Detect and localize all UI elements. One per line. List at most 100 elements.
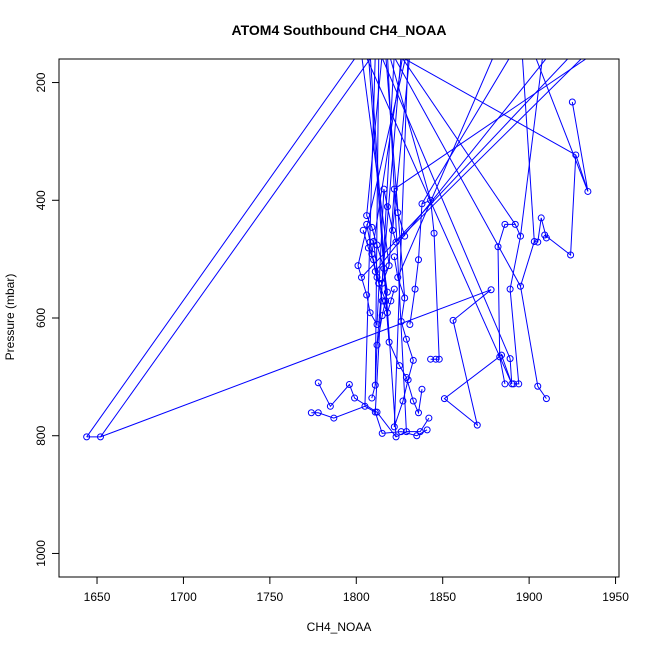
series-line-offscale	[394, 59, 587, 190]
data-point	[534, 382, 542, 390]
data-point	[506, 355, 514, 363]
data-point	[510, 380, 518, 388]
series-line-offscale	[385, 59, 406, 299]
data-point	[409, 397, 417, 405]
data-point	[390, 285, 398, 293]
data-point	[96, 433, 104, 441]
data-point	[314, 379, 322, 387]
series-line-offscale	[374, 59, 547, 272]
data-point	[409, 356, 417, 364]
y-tick-label: 1000	[34, 540, 48, 567]
data-point	[511, 220, 519, 228]
series-line-offscale	[382, 59, 511, 359]
data-point	[516, 282, 524, 290]
x-axis-label: CH4_NOAA	[307, 620, 372, 634]
data-point	[326, 402, 334, 410]
data-point	[418, 385, 426, 393]
x-tick-label: 1650	[84, 590, 111, 604]
data-point	[415, 409, 423, 417]
series-line-offscale	[393, 59, 409, 427]
data-series-group	[83, 59, 592, 441]
data-point	[399, 397, 407, 405]
data-point	[506, 285, 514, 293]
y-axis: 200 400 600 800 1000	[34, 72, 59, 567]
data-point	[406, 320, 414, 328]
series-line-offscale	[100, 59, 371, 438]
series-line-offscale	[395, 59, 582, 243]
series-line-offscale	[535, 59, 589, 192]
data-point	[430, 229, 438, 237]
data-point	[534, 238, 542, 246]
y-tick-label: 200	[34, 72, 48, 92]
y-tick-label: 600	[34, 308, 48, 328]
data-point	[425, 414, 433, 422]
data-point	[423, 426, 431, 434]
data-point	[383, 203, 391, 211]
series-line	[317, 382, 430, 438]
data-point	[394, 273, 402, 281]
series-line-offscale	[368, 59, 390, 343]
series-line-offscale	[364, 59, 376, 407]
data-point	[354, 262, 362, 270]
series-line-offscale	[397, 59, 493, 278]
data-point	[418, 200, 426, 208]
data-point	[567, 251, 575, 259]
series-line-offscale	[361, 59, 569, 278]
x-tick-label: 1750	[257, 590, 284, 604]
series-line-offscale	[519, 59, 543, 237]
data-point	[584, 187, 592, 195]
data-point	[415, 256, 423, 264]
series-line-offscale	[374, 59, 395, 413]
data-point	[496, 353, 504, 361]
series-line	[357, 189, 397, 327]
series-line-offscale	[390, 59, 432, 201]
data-point	[473, 421, 481, 429]
data-point	[541, 231, 549, 239]
data-point	[435, 355, 443, 363]
data-point	[411, 285, 419, 293]
data-point	[427, 355, 435, 363]
data-point	[314, 409, 322, 417]
series-line-offscale	[371, 59, 403, 254]
data-point	[397, 428, 405, 436]
data-point	[387, 297, 395, 305]
x-tick-label: 1800	[343, 590, 370, 604]
series-line-offscale	[421, 59, 510, 205]
series-line	[311, 405, 428, 437]
data-point	[537, 214, 545, 222]
series-line-offscale	[369, 59, 397, 437]
x-tick-label: 1850	[429, 590, 456, 604]
data-point	[383, 288, 391, 296]
data-point	[357, 273, 365, 281]
x-axis: 1650 1700 1750 1800 1850 1900 1950	[84, 577, 629, 604]
data-point	[501, 380, 509, 388]
data-point	[351, 394, 359, 402]
x-tick-label: 1950	[602, 590, 629, 604]
y-tick-label: 400	[34, 190, 48, 210]
x-tick-label: 1900	[516, 590, 543, 604]
data-point	[440, 395, 448, 403]
data-point	[378, 429, 386, 437]
data-point	[572, 151, 580, 159]
series-line-offscale	[376, 59, 402, 346]
data-point	[330, 414, 338, 422]
series-line-offscale	[86, 59, 356, 438]
data-point	[413, 432, 421, 440]
data-point	[568, 98, 576, 106]
data-point	[449, 316, 457, 324]
y-tick-label: 800	[34, 425, 48, 445]
y-axis-label: Pressure (mbar)	[3, 274, 17, 361]
data-point	[307, 409, 315, 417]
series-line-offscale	[522, 59, 535, 242]
data-point	[368, 394, 376, 402]
series-line	[373, 241, 423, 415]
data-point	[366, 309, 374, 317]
series-line-offscale	[403, 59, 577, 156]
data-point	[542, 395, 550, 403]
series-line	[86, 289, 513, 438]
series-line-offscale	[366, 59, 513, 385]
data-point	[515, 380, 523, 388]
data-point	[487, 286, 495, 294]
